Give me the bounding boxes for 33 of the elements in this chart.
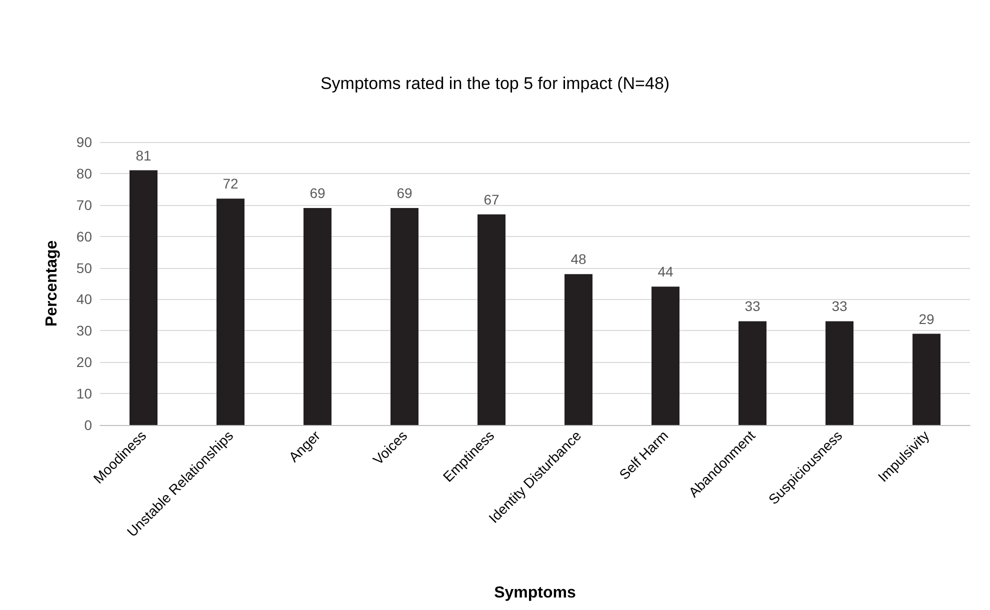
y-tick-label: 70 xyxy=(76,196,92,213)
bar xyxy=(738,321,766,425)
y-tick-label: 40 xyxy=(76,291,92,308)
y-tick-label: 30 xyxy=(76,322,92,339)
bar xyxy=(826,321,854,425)
y-tick-label: 60 xyxy=(76,228,92,244)
bar xyxy=(912,334,940,425)
x-axis-title: Symptoms xyxy=(494,584,576,602)
y-tick-label: 0 xyxy=(84,417,92,433)
chart-title: Symptoms rated in the top 5 for impact (N=48) xyxy=(320,74,670,93)
data-label: 44 xyxy=(658,264,674,280)
y-tick-label: 20 xyxy=(76,354,92,370)
bar xyxy=(130,170,158,425)
bar xyxy=(478,214,506,425)
bar xyxy=(304,208,332,425)
data-label: 72 xyxy=(222,176,238,192)
y-tick-label: 80 xyxy=(76,165,92,182)
bar xyxy=(652,286,680,425)
data-label: 48 xyxy=(570,251,586,268)
y-tick-label: 10 xyxy=(76,386,92,402)
data-label: 69 xyxy=(310,185,326,202)
data-label: 67 xyxy=(484,191,500,208)
y-tick-label: 90 xyxy=(76,134,92,150)
data-label: 33 xyxy=(744,298,760,314)
bar xyxy=(216,198,244,425)
bar xyxy=(390,208,418,425)
y-axis-title: Percentage xyxy=(44,240,60,327)
data-label: 33 xyxy=(832,298,848,314)
data-label: 69 xyxy=(396,185,412,202)
bar xyxy=(564,274,592,425)
y-tick-label: 50 xyxy=(76,260,92,276)
data-label: 81 xyxy=(136,147,152,164)
data-label: 29 xyxy=(918,310,934,327)
